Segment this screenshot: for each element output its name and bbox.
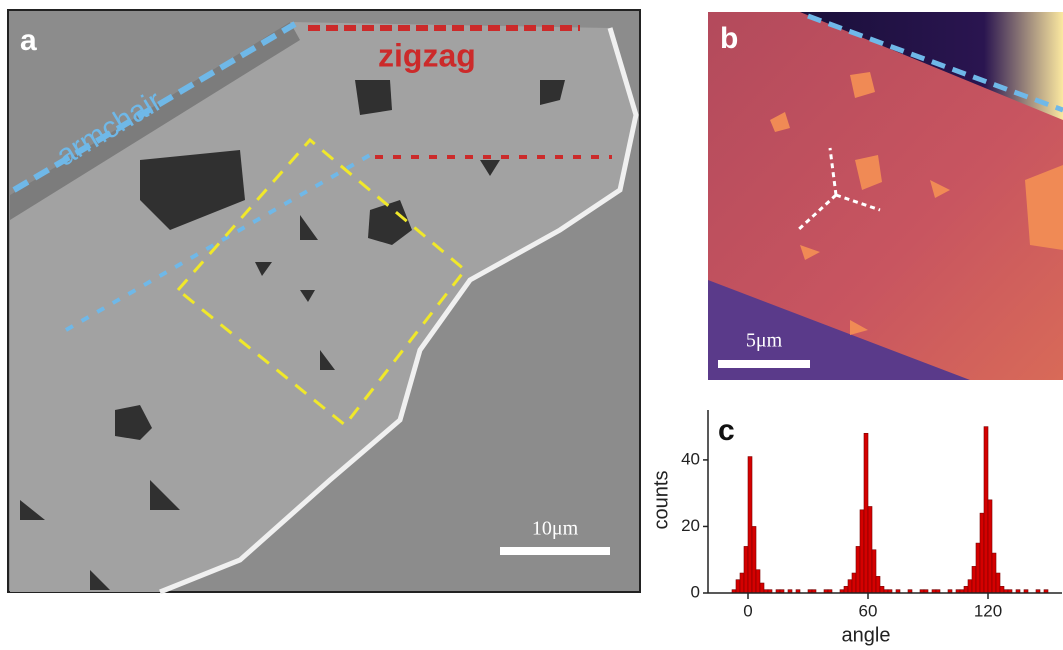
domains (770, 72, 1063, 335)
x-tick-label: 60 (859, 601, 878, 620)
bar (735, 579, 741, 594)
bar (975, 542, 981, 594)
afm-edge (800, 12, 1063, 120)
bar (991, 552, 997, 594)
x-axis-label: angle (842, 624, 891, 646)
bar (739, 572, 745, 594)
panel-label: c (718, 414, 735, 447)
bar (999, 586, 1005, 594)
flake-band (10, 22, 300, 220)
bar (971, 566, 977, 594)
bar (847, 579, 853, 594)
x-tick-label: 0 (743, 601, 752, 620)
bar (879, 586, 885, 594)
armchair-line (12, 21, 297, 193)
bar (743, 546, 749, 594)
bar (759, 582, 765, 594)
y-tick-label: 40 (681, 449, 700, 468)
bar (967, 579, 973, 594)
panel-label: a (20, 24, 37, 57)
bar (863, 432, 869, 594)
bar (987, 499, 993, 594)
y-axis-label: counts (650, 471, 672, 530)
panel-label: b (720, 22, 738, 55)
bar (871, 549, 877, 594)
bar (979, 512, 985, 594)
bar (867, 506, 873, 594)
bar (755, 569, 761, 594)
flake-edge (159, 27, 639, 595)
afm-edge (708, 280, 970, 380)
x-tick-label: 120 (974, 601, 1002, 620)
zigzag-label: zigzag (378, 37, 476, 73)
bar (875, 576, 881, 594)
bar (855, 546, 861, 594)
scale-bar (718, 360, 810, 368)
bar (963, 586, 969, 594)
scale-label: 5μm (746, 330, 783, 352)
scale-label: 10μm (532, 518, 579, 540)
panel-b: b 5μm (708, 12, 1063, 380)
panel-a: a armchair zigzag 10μm (7, 9, 641, 595)
bar (859, 509, 865, 594)
bar (995, 572, 1001, 594)
domains (20, 80, 565, 590)
y-tick-label: 0 (691, 582, 700, 601)
scale-bar (500, 547, 610, 555)
direction-arrows (796, 147, 881, 232)
panel-c: c angle counts 0 20 40 0 60 120 (650, 410, 1062, 646)
bar (751, 526, 757, 594)
armchair-line (807, 13, 1063, 113)
armchair-line (65, 153, 371, 332)
bar (843, 586, 849, 594)
bar (747, 456, 753, 594)
y-tick-label: 20 (681, 516, 700, 535)
bar (851, 572, 857, 594)
region-outline (175, 137, 468, 428)
bar (983, 426, 989, 594)
